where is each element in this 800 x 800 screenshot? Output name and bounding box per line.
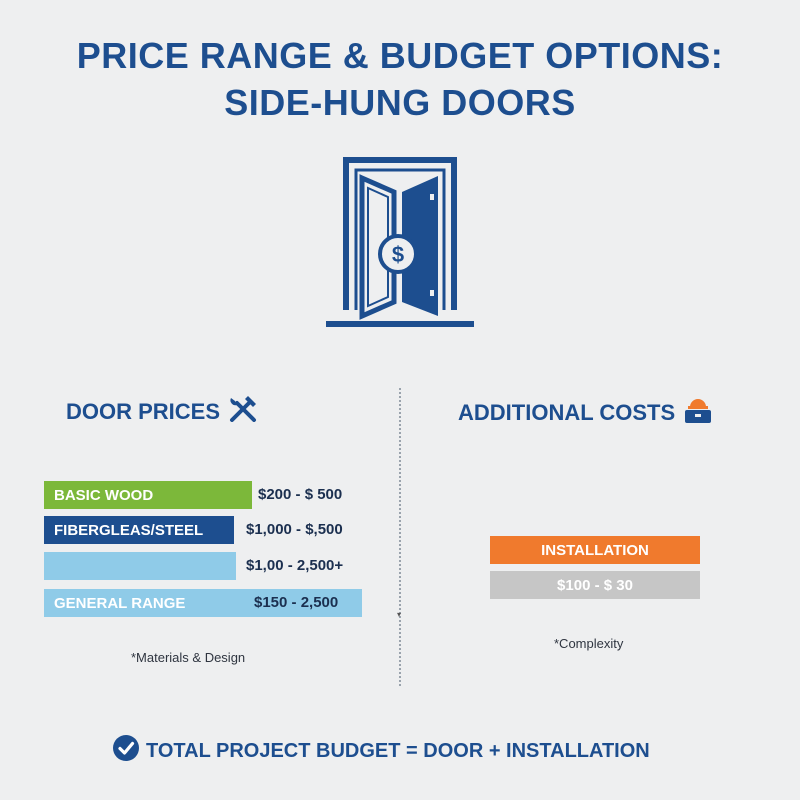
section-divider bbox=[399, 388, 401, 686]
general-range-bar: GENERAL RANGE bbox=[44, 589, 362, 617]
installation-label: INSTALLATION bbox=[541, 541, 649, 559]
title-line-2: SIDE-HUNG DOORS bbox=[224, 82, 576, 123]
fiberglass-label: FIBERGLEAS/STEEL bbox=[54, 521, 204, 539]
price-row-basic-wood: BASIC WOOD $200 - $ 500 bbox=[44, 481, 364, 509]
additional-costs-title: ADDITIONAL COSTS bbox=[458, 400, 676, 425]
installation-price-bar: $100 - $ 30 bbox=[490, 571, 700, 599]
fiberglass-bar: FIBERGLEAS/STEEL bbox=[44, 516, 234, 544]
door-prices-title: DOOR PRICES bbox=[66, 399, 221, 424]
basic-wood-price: $200 - $ 500 bbox=[258, 486, 343, 503]
basic-wood-label: BASIC WOOD bbox=[54, 486, 154, 504]
total-budget-text: TOTAL PROJECT BUDGET = DOOR + INSTALLATI… bbox=[146, 739, 650, 762]
installation-bar: INSTALLATION bbox=[490, 536, 700, 564]
unlabeled-bar bbox=[44, 552, 236, 580]
svg-text:$: $ bbox=[392, 242, 404, 267]
general-range-label: GENERAL RANGE bbox=[54, 594, 186, 612]
fiberglass-price: $1,000 - $,500 bbox=[246, 521, 343, 538]
checkmark-circle-icon bbox=[112, 734, 140, 768]
complexity-note: *Complexity bbox=[554, 636, 624, 651]
door-prices-heading: DOOR PRICES bbox=[66, 396, 258, 428]
price-row-general-range: GENERAL RANGE $150 - 2,500 bbox=[44, 589, 364, 617]
general-range-price: $150 - 2,500 bbox=[254, 594, 339, 611]
materials-note: *Materials & Design bbox=[131, 650, 246, 665]
price-row-fiberglass: FIBERGLEAS/STEEL $1,000 - $,500 bbox=[44, 516, 364, 544]
page-title: PRICE RANGE & BUDGET OPTIONS: SIDE-HUNG … bbox=[0, 32, 800, 126]
unlabeled-price: $1,00 - 2,500+ bbox=[246, 557, 344, 574]
price-row-unlabeled: $1,00 - 2,500+ bbox=[44, 552, 364, 580]
installation-price: $100 - $ 30 bbox=[557, 576, 633, 594]
divider-marker: ▾ bbox=[397, 610, 402, 619]
hardhat-toolbox-icon bbox=[683, 396, 713, 430]
hammer-wrench-icon bbox=[228, 396, 258, 428]
title-line-1: PRICE RANGE & BUDGET OPTIONS: bbox=[76, 35, 724, 76]
open-door-dollar-icon: $ bbox=[322, 154, 478, 330]
additional-costs-heading: ADDITIONAL COSTS bbox=[458, 396, 713, 430]
basic-wood-bar: BASIC WOOD bbox=[44, 481, 252, 509]
total-budget-footer: TOTAL PROJECT BUDGET = DOOR + INSTALLATI… bbox=[112, 734, 650, 768]
